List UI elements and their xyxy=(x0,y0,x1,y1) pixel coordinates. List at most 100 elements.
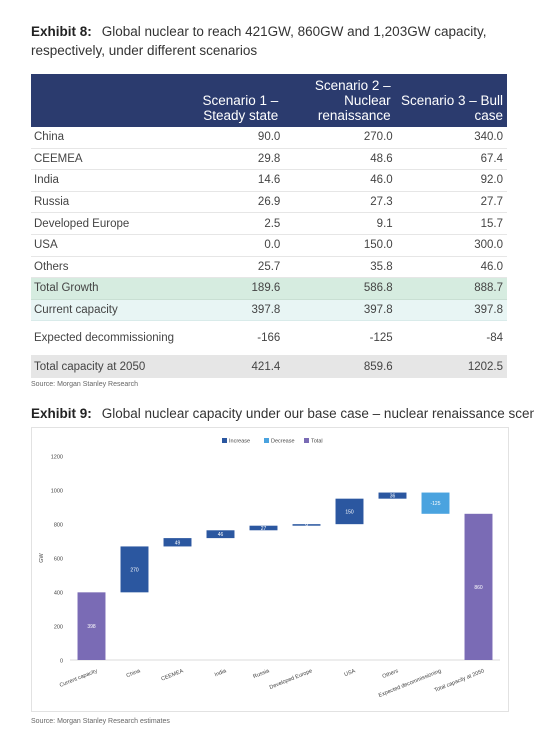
total-growth-row: Total Growth 189.6 586.8 888.7 xyxy=(31,277,507,300)
exhibit8-label: Exhibit 8: xyxy=(31,24,92,39)
legend-swatch-total xyxy=(304,438,309,443)
y-tick-label: 1200 xyxy=(51,455,63,461)
row-value-scenario-1: 2.5 xyxy=(188,212,285,235)
legend-swatch-increase xyxy=(222,438,227,443)
row-value-scenario-2: 150.0 xyxy=(284,234,397,257)
category-label-4: India xyxy=(214,668,228,678)
row-label: Russia xyxy=(31,191,189,214)
row-value-scenario-3: 67.4 xyxy=(396,148,507,171)
row-value-scenario-3: 46.0 xyxy=(396,256,507,279)
row-label: Others xyxy=(31,256,189,279)
exhibit9-label: Exhibit 9: xyxy=(31,406,92,421)
table-row: Others 25.7 35.8 46.0 xyxy=(31,256,507,279)
row-value-scenario-1: 14.6 xyxy=(188,169,285,192)
row-value-scenario-2: 586.8 xyxy=(284,277,397,300)
data-label-8: 36 xyxy=(390,494,396,500)
legend-swatch-decrease xyxy=(264,438,269,443)
row-label: China xyxy=(31,127,189,149)
legend-label-increase: Increase xyxy=(229,439,250,445)
bar-2 xyxy=(120,546,149,593)
row-value-scenario-1: 421.4 xyxy=(188,355,285,378)
table-row: India 14.6 46.0 92.0 xyxy=(31,169,507,192)
category-label-8: Others xyxy=(382,668,400,680)
row-label: India xyxy=(31,169,189,192)
data-label-4: 46 xyxy=(218,532,224,538)
row-value-scenario-2: 35.8 xyxy=(284,256,397,279)
category-label-5: Russia xyxy=(252,668,271,680)
legend-label-total: Total xyxy=(311,439,323,445)
row-value-scenario-1: 90.0 xyxy=(188,127,285,149)
header-scenario-1: Scenario 1 – Steady state xyxy=(188,74,285,127)
row-label: Total capacity at 2050 xyxy=(31,355,189,378)
row-label: Total Growth xyxy=(31,277,189,300)
row-value-scenario-3: 27.7 xyxy=(396,191,507,214)
scenario-table: Scenario 1 – Steady state Scenario 2 – N… xyxy=(31,74,507,378)
data-label-10: 860 xyxy=(474,585,483,591)
exhibit9-title-text: Global nuclear capacity under our base c… xyxy=(101,406,534,421)
row-label: Expected decommissioning xyxy=(31,320,189,357)
row-label: CEEMEA xyxy=(31,148,189,171)
row-value-scenario-1: -166 xyxy=(188,320,285,357)
y-tick-label: 600 xyxy=(54,557,63,563)
bar-9 xyxy=(421,492,450,514)
bar-8 xyxy=(378,492,407,499)
row-value-scenario-2: 27.3 xyxy=(284,191,397,214)
legend-label-decrease: Decrease xyxy=(271,439,295,445)
y-tick-label: 0 xyxy=(60,659,63,665)
row-value-scenario-2: 859.6 xyxy=(284,355,397,378)
row-value-scenario-1: 25.7 xyxy=(188,256,285,279)
header-scenario-2: Scenario 2 – Nuclear renaissance xyxy=(284,74,397,127)
y-tick-label: 200 xyxy=(54,625,63,631)
data-label-2: 270 xyxy=(130,567,139,573)
row-value-scenario-2: 46.0 xyxy=(284,169,397,192)
data-label-1: 398 xyxy=(87,624,96,630)
row-value-scenario-1: 26.9 xyxy=(188,191,285,214)
current-capacity-row: Current capacity 397.8 397.8 397.8 xyxy=(31,299,507,322)
bar-5 xyxy=(249,525,278,531)
category-label-1: Current capacity xyxy=(59,668,99,689)
row-value-scenario-2: 397.8 xyxy=(284,299,397,322)
category-label-7: USA xyxy=(344,668,357,678)
data-label-5: 27 xyxy=(261,526,267,532)
row-value-scenario-3: -84 xyxy=(396,320,507,357)
row-value-scenario-2: -125 xyxy=(284,320,397,357)
category-label-2: China xyxy=(126,668,142,679)
chart-svg: 0 200 400 600 800 1000 1200 GW Increase Decrease T… xyxy=(39,438,500,699)
y-axis-label: GW xyxy=(39,552,45,562)
table-row: CEEMEA 29.8 48.6 67.4 xyxy=(31,148,507,171)
y-tick-label: 400 xyxy=(54,591,63,597)
category-label-6: Developed Europe xyxy=(269,668,313,691)
bar-4 xyxy=(206,530,235,539)
row-value-scenario-3: 92.0 xyxy=(396,169,507,192)
row-value-scenario-2: 9.1 xyxy=(284,212,397,235)
data-label-3: 49 xyxy=(175,540,181,546)
row-value-scenario-3: 1202.5 xyxy=(396,355,507,378)
bar-3 xyxy=(163,538,192,547)
data-label-6: 9 xyxy=(305,523,308,529)
row-value-scenario-1: 189.6 xyxy=(188,277,285,300)
exhibit9-source: Source: Morgan Stanley Research estimate… xyxy=(31,718,170,725)
table-row: USA 0.0 150.0 300.0 xyxy=(31,234,507,257)
bar-7 xyxy=(335,498,364,525)
row-label: USA xyxy=(31,234,189,257)
table-header-row: Scenario 1 – Steady state Scenario 2 – N… xyxy=(31,74,507,127)
row-value-scenario-3: 340.0 xyxy=(396,127,507,149)
table-row: Russia 26.9 27.3 27.7 xyxy=(31,191,507,214)
row-value-scenario-3: 300.0 xyxy=(396,234,507,257)
bar-10 xyxy=(464,513,493,660)
y-tick-label: 1000 xyxy=(51,489,63,495)
exhibit8-title: Exhibit 8: Global nuclear to reach 421GW,… xyxy=(31,22,511,60)
row-value-scenario-3: 15.7 xyxy=(396,212,507,235)
row-value-scenario-1: 0.0 xyxy=(188,234,285,257)
waterfall-chart: 0 200 400 600 800 1000 1200 GW Increase Decrease T… xyxy=(31,427,509,712)
row-value-scenario-2: 270.0 xyxy=(284,127,397,149)
data-label-7: 150 xyxy=(345,509,354,515)
data-label-9: -125 xyxy=(430,501,440,507)
category-label-3: CEEMEA xyxy=(160,668,184,682)
row-label: Current capacity xyxy=(31,299,189,322)
bar-6 xyxy=(292,524,321,526)
total-2050-row: Total capacity at 2050 421.4 859.6 1202.5 xyxy=(31,355,507,378)
table-row: Developed Europe 2.5 9.1 15.7 xyxy=(31,212,507,235)
row-value-scenario-3: 397.8 xyxy=(396,299,507,322)
header-blank xyxy=(31,74,189,127)
